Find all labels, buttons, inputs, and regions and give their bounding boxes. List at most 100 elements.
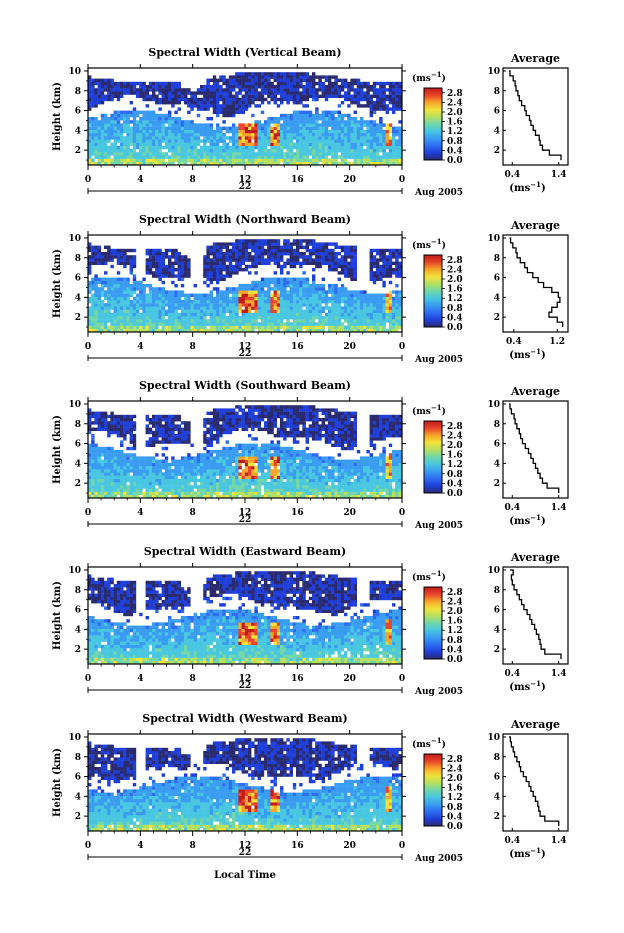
y-tick-label: 8 bbox=[75, 586, 81, 596]
y-tick-label: 8 bbox=[75, 254, 81, 264]
colorbar-tick-label: 0.4 bbox=[447, 146, 463, 156]
x-tick-label: 8 bbox=[190, 175, 196, 185]
date-label: Aug 2005 bbox=[414, 355, 463, 365]
profile-x-label-exponent: −1 bbox=[530, 679, 541, 688]
profile-line bbox=[509, 737, 559, 826]
colorbar-tick-label: 1.2 bbox=[447, 460, 463, 470]
colorbar-tick-label: 2.8 bbox=[447, 422, 463, 432]
x-tick-label: 4 bbox=[137, 342, 143, 352]
colorbar-tick-label: 2.0 bbox=[447, 607, 463, 617]
profile-title: Average bbox=[510, 385, 560, 398]
y-tick-label: 10 bbox=[68, 733, 81, 743]
profile-y-tick-label: 4 bbox=[494, 792, 500, 802]
x-tick-label: 8 bbox=[190, 674, 196, 684]
colorbar-tick-label: 2.0 bbox=[447, 108, 463, 118]
colorbar-tick-label: 0.0 bbox=[447, 323, 463, 333]
profile-x-tick-label: 1.4 bbox=[551, 836, 567, 846]
colorbar-units: (ms−1) bbox=[412, 70, 446, 84]
colorbar bbox=[424, 587, 442, 659]
colorbar-tick-label: 0.0 bbox=[447, 489, 463, 499]
colorbar-units: (ms−1) bbox=[412, 403, 446, 417]
colorbar-tick-label: 0.8 bbox=[447, 636, 463, 646]
colorbar-tick-label: 2.4 bbox=[447, 265, 463, 275]
colorbar-tick-label: 1.6 bbox=[447, 118, 463, 128]
x-tick-label: 0 bbox=[85, 674, 91, 684]
x-tick-label: 0 bbox=[85, 841, 91, 851]
colorbar-tick-label: 0.4 bbox=[447, 645, 463, 655]
profile-y-tick-label: 2 bbox=[494, 479, 500, 489]
x-tick-label: 0 bbox=[85, 508, 91, 518]
y-tick-label: 4 bbox=[75, 293, 81, 303]
y-axis-label: Height (km) bbox=[52, 415, 63, 484]
colorbar-tick-label: 1.2 bbox=[447, 294, 463, 304]
profile-y-tick-label: 10 bbox=[487, 400, 500, 410]
x-tick-label: 16 bbox=[291, 841, 304, 851]
y-tick-label: 4 bbox=[75, 459, 81, 469]
colorbar-tick-label: 1.6 bbox=[447, 285, 463, 295]
profile-y-tick-label: 6 bbox=[494, 440, 500, 450]
colorbar-tick-label: 2.8 bbox=[447, 588, 463, 598]
profile-x-tick-label: 0.4 bbox=[506, 337, 522, 347]
date-label: Aug 2005 bbox=[414, 521, 463, 531]
colorbar bbox=[424, 754, 442, 826]
panel-title: Spectral Width (Westward Beam) bbox=[142, 712, 347, 725]
colorbar-tick-label: 0.0 bbox=[447, 655, 463, 665]
date-label: Aug 2005 bbox=[414, 854, 463, 864]
x-tick-label: 20 bbox=[343, 508, 356, 518]
colorbar-tick-label: 2.4 bbox=[447, 98, 463, 108]
colorbar-tick-label: 1.2 bbox=[447, 626, 463, 636]
x-tick-label: 20 bbox=[343, 841, 356, 851]
profile-x-label: (ms−1) bbox=[509, 347, 545, 361]
colorbar-units-close: ) bbox=[442, 73, 446, 84]
profile-x-tick-label: 0.4 bbox=[504, 503, 520, 513]
profile-line bbox=[509, 404, 559, 493]
colorbar-units-close: ) bbox=[442, 406, 446, 417]
y-tick-label: 2 bbox=[75, 812, 81, 822]
profile-x-label: (ms−1) bbox=[509, 679, 545, 693]
colorbar-units: (ms−1) bbox=[412, 237, 446, 251]
x-tick-label: 4 bbox=[137, 674, 143, 684]
colorbar-tick-label: 2.8 bbox=[447, 256, 463, 266]
x-tick-label: 16 bbox=[291, 175, 304, 185]
profile-y-tick-label: 4 bbox=[494, 459, 500, 469]
colorbar-tick-label: 0.4 bbox=[447, 812, 463, 822]
x-tick-label: 16 bbox=[291, 508, 304, 518]
heatmap bbox=[88, 239, 402, 332]
panel-title: Spectral Width (Vertical Beam) bbox=[148, 46, 341, 59]
x-tick-label: 8 bbox=[190, 841, 196, 851]
profile-x-tick-label: 0.4 bbox=[504, 836, 520, 846]
profile-title: Average bbox=[510, 718, 560, 731]
profile-y-tick-label: 4 bbox=[494, 293, 500, 303]
profile-x-label-exponent: −1 bbox=[530, 846, 541, 855]
colorbar-tick-label: 2.4 bbox=[447, 431, 463, 441]
colorbar-tick-label: 1.2 bbox=[447, 793, 463, 803]
colorbar-tick-label: 2.8 bbox=[447, 89, 463, 99]
colorbar-tick-label: 0.4 bbox=[447, 313, 463, 323]
y-tick-label: 4 bbox=[75, 625, 81, 635]
y-axis-label: Height (km) bbox=[52, 249, 63, 318]
profile-x-label: (ms−1) bbox=[509, 846, 545, 860]
profile-frame bbox=[503, 235, 568, 332]
profile-line bbox=[509, 71, 561, 160]
colorbar-tick-label: 0.4 bbox=[447, 479, 463, 489]
y-tick-label: 2 bbox=[75, 645, 81, 655]
y-axis-label: Height (km) bbox=[52, 748, 63, 817]
profile-title: Average bbox=[510, 219, 560, 232]
colorbar-tick-label: 2.4 bbox=[447, 597, 463, 607]
x-tick-label: 8 bbox=[190, 342, 196, 352]
profile-y-tick-label: 8 bbox=[494, 420, 500, 430]
profile-line bbox=[510, 570, 561, 659]
profile-y-tick-label: 4 bbox=[494, 625, 500, 635]
profile-x-label-close: ) bbox=[541, 350, 546, 361]
colorbar-tick-label: 0.8 bbox=[447, 137, 463, 147]
profile-y-tick-label: 2 bbox=[494, 313, 500, 323]
colorbar-tick-label: 1.6 bbox=[447, 617, 463, 627]
profile-x-tick-label: 1.4 bbox=[551, 170, 567, 180]
colorbar-tick-label: 2.4 bbox=[447, 764, 463, 774]
x-tick-label: 0 bbox=[85, 342, 91, 352]
profile-x-label-close: ) bbox=[541, 849, 546, 860]
